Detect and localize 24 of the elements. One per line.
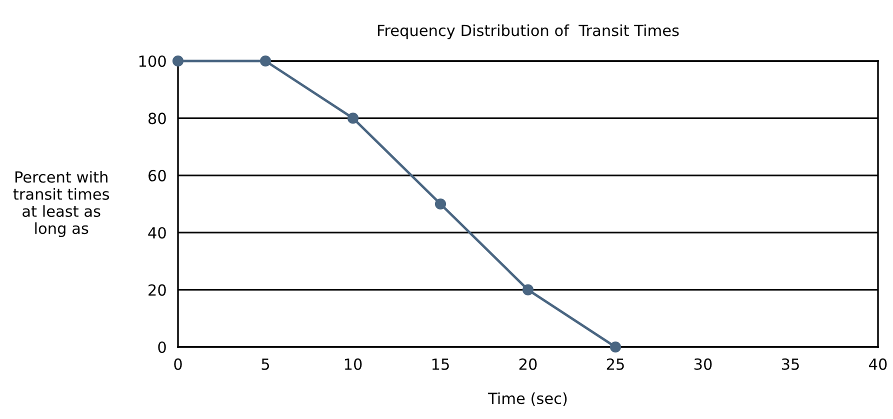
- x-tick-label: 25: [606, 358, 624, 370]
- point: [260, 55, 272, 67]
- y-tick-label: 20: [148, 284, 166, 296]
- point: [434, 198, 446, 210]
- x-tick-label: 10: [344, 358, 362, 370]
- x-tick-label: 5: [262, 358, 270, 370]
- x-axis-title: Time (sec): [488, 392, 567, 406]
- y-tick-label: 60: [148, 170, 166, 182]
- x-tick-label: 30: [694, 358, 712, 370]
- y-tick-label: 80: [148, 112, 166, 124]
- x-tick-label: 0: [174, 358, 182, 370]
- x-tick-label: 40: [869, 358, 887, 370]
- x-tick-label: 15: [432, 358, 449, 370]
- y-tick-label: 40: [148, 227, 166, 239]
- point: [522, 284, 534, 296]
- point: [347, 112, 359, 124]
- chart-title: Frequency Distribution of Transit Times: [378, 24, 679, 40]
- point: [610, 341, 622, 353]
- y-tick-label: 100: [139, 55, 166, 68]
- point: [172, 55, 184, 67]
- x-tick-label: 20: [519, 358, 537, 370]
- x-tick-label: 35: [782, 358, 799, 370]
- y-axis-title: Percent with transit times at least as long as: [13, 170, 110, 238]
- y-tick-label: 0: [158, 341, 166, 354]
